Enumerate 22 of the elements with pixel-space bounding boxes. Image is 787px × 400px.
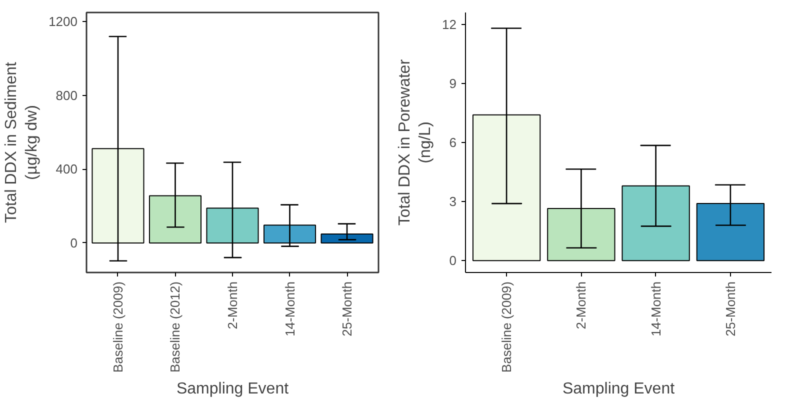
y-axis-title: Total DDX in Sediment (µg/kg dw) — [3, 61, 41, 223]
x-tick-label: Baseline (2009) — [110, 281, 126, 373]
y-tick-label: 12 — [442, 16, 457, 32]
x-axis-title: Sampling Event — [176, 380, 290, 398]
x-tick-label: Baseline (2012) — [168, 281, 183, 373]
y-tick-label: 0 — [70, 235, 78, 250]
y-tick-label: 400 — [56, 162, 78, 177]
y-tick-label: 800 — [56, 88, 78, 103]
x-tick-label: 25-Month — [340, 282, 355, 336]
x-tick-label: 14-Month — [282, 282, 298, 336]
x-tick-label: 25-Month — [722, 282, 738, 336]
y-tick-label: 1200 — [48, 14, 78, 30]
x-tick-label: 14-Month — [648, 282, 664, 336]
x-tick-label: Baseline (2009) — [499, 281, 514, 373]
y-axis-title: Total DDX in Porewater (ng/L) — [396, 58, 434, 226]
y-tick-label: 0 — [449, 253, 457, 268]
y-tick-label: 3 — [449, 194, 457, 210]
y-tick-label: 6 — [449, 135, 457, 150]
x-tick-label: 2-Month — [225, 281, 240, 330]
x-tick-label: 2-Month — [574, 281, 589, 330]
x-axis-title: Sampling Event — [562, 380, 676, 398]
y-tick-label: 9 — [449, 76, 457, 91]
